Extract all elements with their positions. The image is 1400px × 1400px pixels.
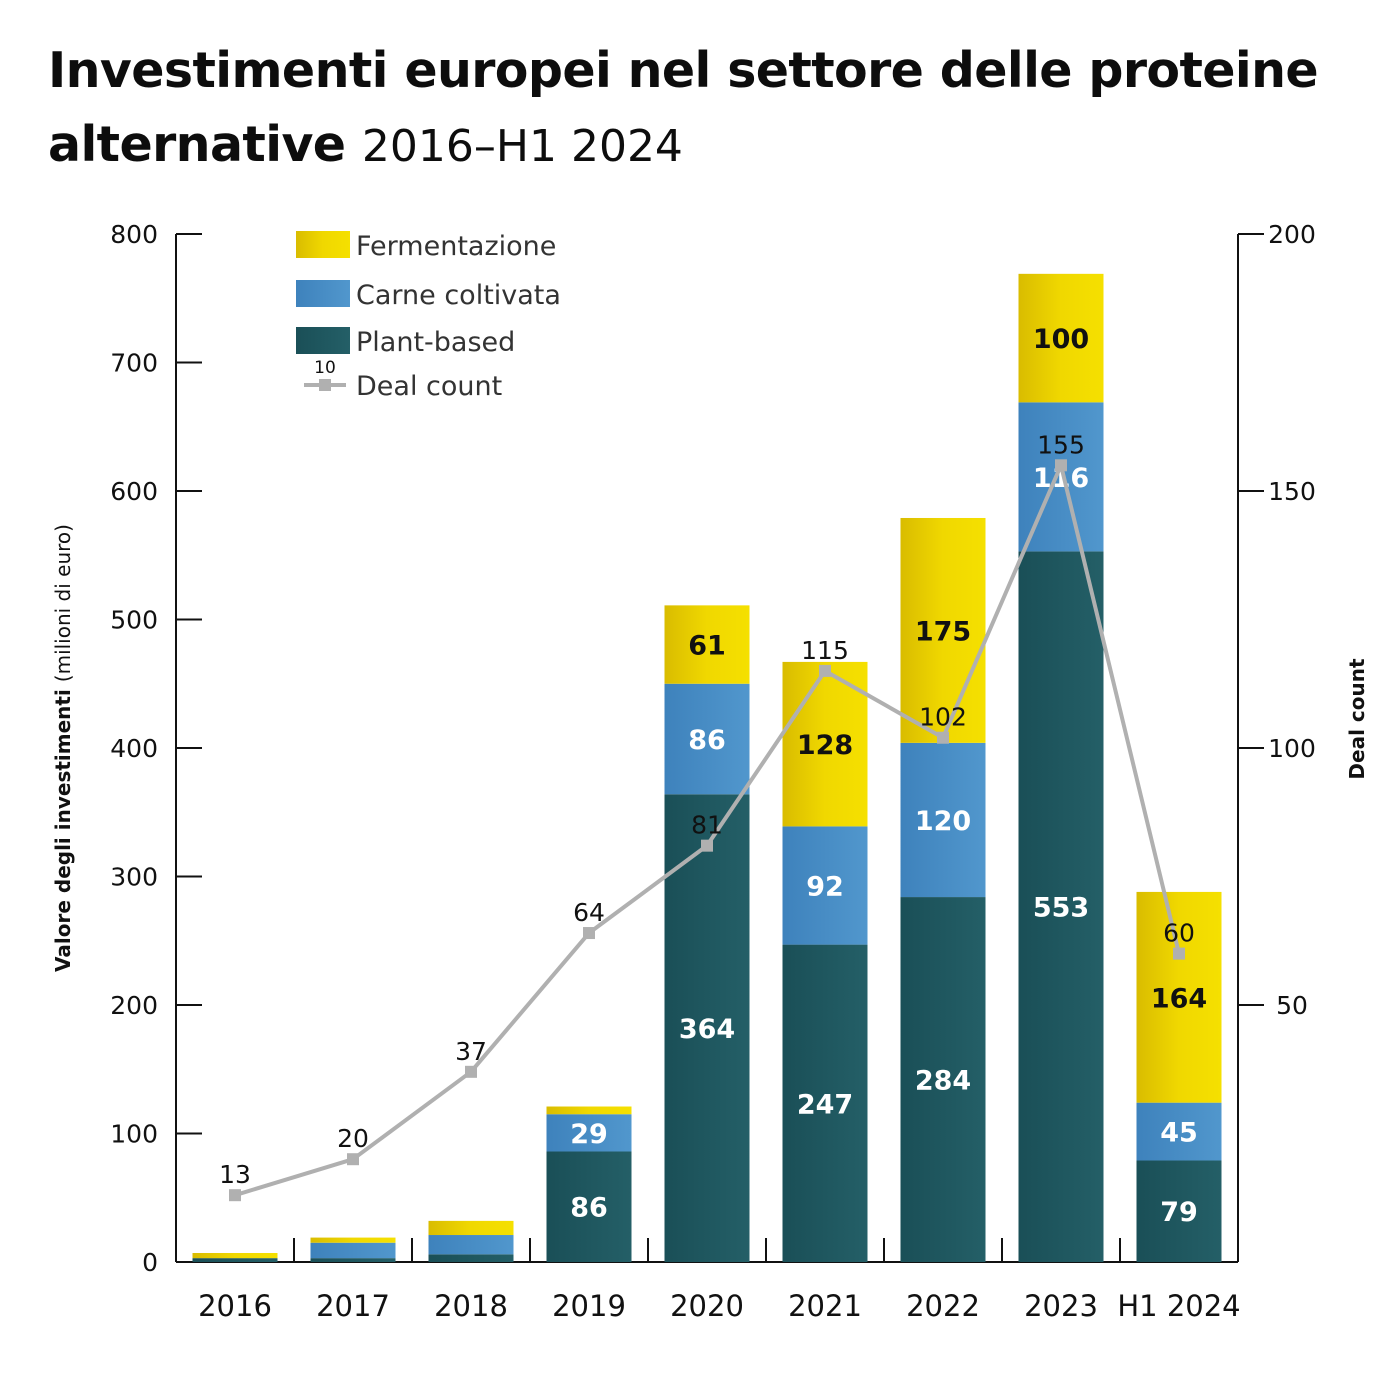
bar-value-label: 164	[1151, 983, 1207, 1014]
bar-value-label: 364	[679, 1014, 735, 1045]
bar-value-label: 86	[570, 1193, 608, 1224]
bar-segment-carne-coltivata	[1136, 1102, 1222, 1161]
deal-count-label: 155	[1037, 430, 1085, 459]
y2-tick-label: 50	[1276, 991, 1308, 1020]
bar-value-label: 120	[915, 806, 971, 837]
x-tick-label: 2021	[788, 1289, 862, 1323]
bar-segment-fermentazione	[192, 1253, 278, 1259]
x-tick-label: 2016	[198, 1289, 272, 1323]
bar-segment-carne-coltivata	[900, 742, 986, 898]
bar-segment-fermentazione	[782, 661, 868, 827]
deal-count-point	[701, 839, 713, 852]
deal-count-label: 20	[337, 1124, 369, 1153]
bar-segment-carne-coltivata	[782, 826, 868, 945]
x-tick-label: 2019	[552, 1289, 626, 1323]
bar-segment-fermentazione	[900, 517, 986, 743]
y-tick-label: 0	[142, 1248, 158, 1277]
bar-segment-plant-based	[664, 794, 750, 1262]
bar-value-label: 86	[688, 725, 726, 756]
y2-axis-title: Deal count	[1345, 658, 1369, 780]
deal-count-point	[1055, 459, 1067, 472]
deal-count-label: 37	[455, 1037, 487, 1066]
chart-title: Investimenti europei nel settore delle p…	[48, 34, 1388, 184]
deal-count-label: 60	[1163, 919, 1195, 948]
x-tick-label: 2022	[906, 1289, 980, 1323]
y-tick-label: 400	[110, 734, 158, 763]
bar-segment-plant-based	[900, 897, 986, 1262]
deal-count-label: 64	[573, 898, 605, 927]
y-axis-title-unit: (milioni di euro)	[51, 524, 75, 682]
deal-count-point	[1173, 947, 1185, 960]
bar-value-label: 79	[1160, 1197, 1198, 1228]
chart-title-period: 2016–H1 2024	[361, 121, 683, 172]
y-tick-label: 100	[110, 1120, 158, 1149]
legend-label: Fermentazione	[356, 231, 556, 262]
deal-count-label: 102	[919, 703, 967, 732]
y2-tick-label: 150	[1268, 477, 1316, 506]
deal-count-label: 115	[801, 636, 849, 665]
deal-count-point	[465, 1065, 477, 1078]
deal-count-point	[819, 664, 831, 677]
legend-deal-marker-label: 10	[314, 358, 336, 378]
bar-value-label: 284	[915, 1066, 971, 1097]
x-tick-label: H1 2024	[1117, 1289, 1240, 1323]
bar-segment-plant-based	[428, 1254, 514, 1262]
bar-segment-fermentazione	[546, 1106, 632, 1115]
legend-deal-marker	[319, 379, 331, 391]
bar-segment-plant-based	[192, 1258, 278, 1262]
legend-swatch-carne-coltivata	[296, 280, 350, 307]
x-tick-label: 2018	[434, 1289, 508, 1323]
bar-segment-fermentazione	[664, 605, 750, 684]
bar-value-label: 247	[797, 1089, 853, 1120]
x-tick-label: 2020	[670, 1289, 744, 1323]
y2-tick-label: 200	[1268, 220, 1316, 249]
deal-count-point	[937, 731, 949, 744]
bar-value-label: 61	[688, 631, 726, 662]
bar-value-label: 128	[797, 730, 853, 761]
y-axis-title: Valore degli investimenti (milioni di eu…	[51, 524, 75, 972]
x-tick-label: 2017	[316, 1289, 390, 1323]
legend-swatch-fermentazione	[296, 231, 350, 258]
y-tick-label: 200	[110, 991, 158, 1020]
bar-segment-plant-based	[546, 1151, 632, 1262]
y-tick-label: 600	[110, 477, 158, 506]
bar-value-label: 553	[1033, 893, 1089, 924]
deal-count-point	[583, 927, 595, 940]
chart-title-bold: Investimenti europei nel settore delle p…	[48, 42, 1319, 173]
deal-count-label: 81	[691, 811, 723, 840]
x-tick-label: 2023	[1024, 1289, 1098, 1323]
deal-count-point	[229, 1189, 241, 1202]
deal-count-label: 13	[219, 1160, 251, 1189]
bar-segment-fermentazione	[428, 1220, 514, 1236]
bar-segment-fermentazione	[310, 1237, 396, 1243]
bar-segment-carne-coltivata	[428, 1235, 514, 1255]
bar-segment-fermentazione	[1018, 273, 1104, 403]
legend-label: Plant-based	[356, 327, 515, 358]
deal-count-point	[347, 1153, 359, 1166]
legend-label: Carne coltivata	[356, 280, 561, 311]
y-tick-label: 800	[110, 220, 158, 249]
bar-segment-plant-based	[1136, 1160, 1222, 1262]
bar-segment-carne-coltivata	[310, 1242, 396, 1259]
bar-value-label: 29	[570, 1119, 608, 1150]
bar-segment-plant-based	[1018, 551, 1104, 1262]
bar-value-label: 175	[915, 616, 971, 647]
bar-segment-carne-coltivata	[664, 683, 750, 795]
bar-segment-plant-based	[310, 1258, 396, 1262]
bar-value-label: 100	[1033, 324, 1089, 355]
legend-swatch-plant-based	[296, 327, 350, 354]
bar-segment-carne-coltivata	[546, 1114, 632, 1152]
y-tick-label: 700	[110, 349, 158, 378]
y-tick-label: 300	[110, 863, 158, 892]
bar-value-label: 45	[1160, 1118, 1198, 1149]
legend-label: Deal count	[356, 371, 502, 402]
bar-value-label: 92	[806, 871, 844, 902]
y-tick-label: 500	[110, 606, 158, 635]
bar-segment-plant-based	[782, 944, 868, 1262]
bar-segment-fermentazione	[1136, 891, 1222, 1103]
y2-tick-label: 100	[1268, 734, 1316, 763]
y-axis-title-main: Valore degli investimenti	[51, 682, 75, 972]
